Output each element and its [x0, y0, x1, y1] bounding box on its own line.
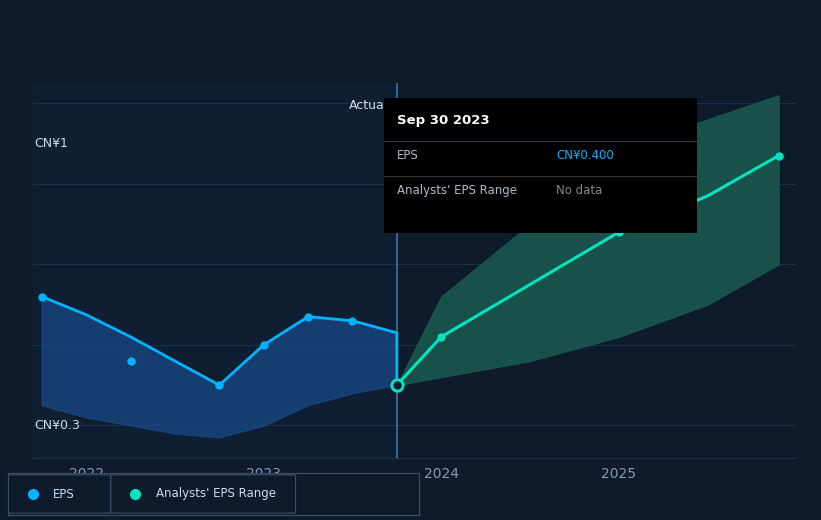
Bar: [33, 83, 397, 458]
Text: EPS: EPS: [397, 149, 419, 162]
Text: CN¥0.400: CN¥0.400: [557, 149, 614, 162]
FancyBboxPatch shape: [8, 475, 111, 513]
FancyBboxPatch shape: [111, 475, 296, 513]
Text: No data: No data: [557, 185, 603, 198]
Text: Actual: Actual: [349, 99, 388, 112]
Text: Analysts' EPS Range: Analysts' EPS Range: [397, 185, 516, 198]
Text: Analysts' EPS Range: Analysts' EPS Range: [156, 488, 276, 500]
Text: CN¥1: CN¥1: [34, 137, 68, 150]
Text: Analysts Forecasts: Analysts Forecasts: [411, 99, 527, 112]
Text: Sep 30 2023: Sep 30 2023: [397, 114, 489, 127]
Text: EPS: EPS: [53, 488, 75, 500]
Text: CN¥0.3: CN¥0.3: [34, 419, 80, 432]
